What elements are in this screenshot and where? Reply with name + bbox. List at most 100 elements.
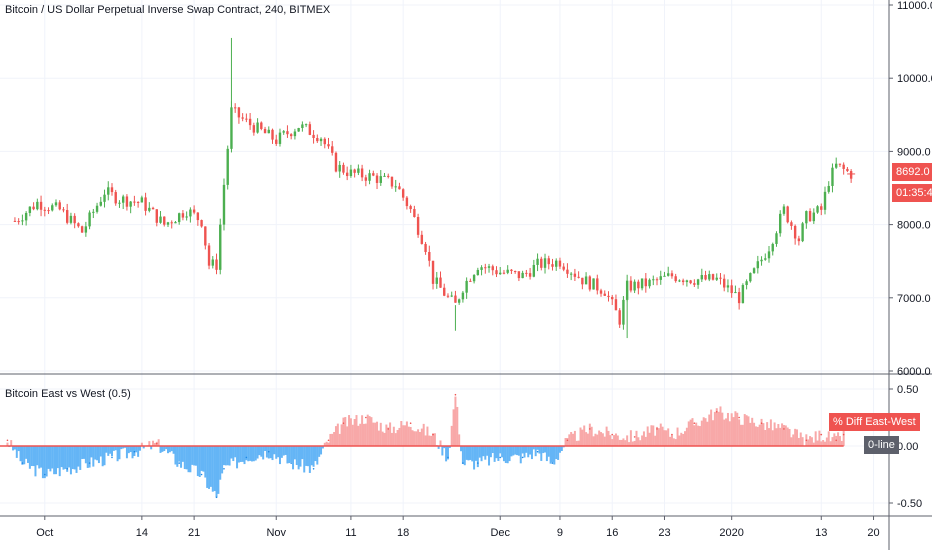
candle-body <box>151 207 155 210</box>
indicator-point <box>842 433 845 436</box>
candle-body <box>245 118 248 120</box>
indicator-point <box>267 450 270 453</box>
indicator-point <box>589 428 591 430</box>
x-tick-label: 20 <box>867 527 879 539</box>
time-axis[interactable]: Oct 14 21 Nov 11 18 Dec 9 16 23 2020 13 20 <box>36 516 880 539</box>
candle-body <box>219 224 222 270</box>
candle-body <box>110 187 114 193</box>
indicator-tick-label: -0.50 <box>897 498 922 510</box>
candle-body <box>708 274 711 280</box>
candle-body <box>133 201 136 203</box>
candle-body <box>704 275 707 280</box>
candle-body <box>289 134 293 137</box>
candle-body <box>297 128 300 132</box>
candle-body <box>849 171 853 179</box>
candle-body <box>569 273 573 275</box>
indicator-point <box>111 456 113 459</box>
candle-body <box>513 271 517 273</box>
price-candles <box>13 37 856 339</box>
candle-body <box>674 276 677 282</box>
candle-body <box>581 277 584 285</box>
candle-body <box>222 184 226 225</box>
indicator-point <box>327 439 330 442</box>
candle-body <box>487 266 491 268</box>
candle-body <box>678 280 681 282</box>
indicator-point <box>432 433 434 436</box>
candle-body <box>107 187 110 195</box>
candle-body <box>163 216 166 225</box>
candle-body <box>92 211 95 213</box>
indicator-point <box>200 473 203 476</box>
candle-body <box>331 146 334 153</box>
candle-body <box>640 278 644 289</box>
candle-body <box>700 275 704 280</box>
candle-body <box>622 299 625 325</box>
candle-body <box>633 281 636 291</box>
indicator-point <box>521 456 524 459</box>
candle-body <box>484 267 487 269</box>
indicator-axis[interactable]: 0.50 0.00 -0.50 <box>889 384 922 510</box>
indicator-point <box>499 456 502 459</box>
candle-body <box>502 272 506 274</box>
candle-body <box>345 172 349 177</box>
indicator-point <box>155 442 158 445</box>
candle-body <box>342 164 345 173</box>
candle-body <box>696 279 700 285</box>
candle-body <box>517 271 521 279</box>
candle-body <box>670 273 674 277</box>
candle-body <box>263 128 267 134</box>
candle-body <box>741 285 745 304</box>
candle-body <box>547 258 550 265</box>
candle-body <box>551 264 554 267</box>
candle-body <box>681 280 685 283</box>
indicator-point <box>342 422 345 425</box>
candle-body <box>282 131 285 133</box>
candle-body <box>835 163 838 168</box>
candle-body <box>24 212 28 221</box>
candle-body <box>293 131 297 137</box>
candle-body <box>469 280 472 282</box>
candle-body <box>428 251 431 261</box>
candle-body <box>39 201 43 210</box>
candle-body <box>801 223 804 242</box>
indicator-point <box>312 468 315 470</box>
y-tick-label: 6000.0 <box>897 366 931 378</box>
indicator-point <box>133 450 136 453</box>
candle-body <box>405 197 409 207</box>
candle-body <box>73 215 76 224</box>
candle-body <box>387 175 390 177</box>
candle-body <box>592 278 595 290</box>
candle-body <box>711 274 715 280</box>
indicator-point <box>223 468 225 470</box>
indicator-point <box>365 416 367 419</box>
candle-body <box>629 280 633 291</box>
candle-body <box>207 245 211 266</box>
x-tick-label: 16 <box>606 527 618 539</box>
candle-body <box>230 107 233 149</box>
candle-body <box>125 196 129 207</box>
candle-body <box>842 164 845 169</box>
indicator-point <box>760 422 763 425</box>
candle-body <box>196 212 200 221</box>
grid <box>0 0 889 516</box>
candle-body <box>271 129 274 140</box>
indicator-point <box>215 496 218 499</box>
price-axis[interactable]: 11000.0 10000.0 9000.0 8000.0 7000.0 6000.0 <box>889 0 932 378</box>
candle-body <box>603 293 606 296</box>
candle-body <box>260 122 263 129</box>
candle-body <box>745 281 748 286</box>
indicator-point <box>820 433 823 436</box>
candle-body <box>525 272 528 274</box>
candle-body <box>17 221 20 223</box>
candle-body <box>51 205 54 211</box>
candle-body <box>327 144 330 147</box>
x-tick-label: 21 <box>188 527 200 539</box>
candle-body <box>659 276 662 280</box>
candle-body <box>248 118 252 126</box>
candle-body <box>375 175 379 183</box>
candle-body <box>431 260 435 284</box>
candle-body <box>95 205 99 212</box>
candle-body <box>174 222 177 224</box>
candle-body <box>360 168 364 178</box>
candle-body <box>782 206 786 214</box>
